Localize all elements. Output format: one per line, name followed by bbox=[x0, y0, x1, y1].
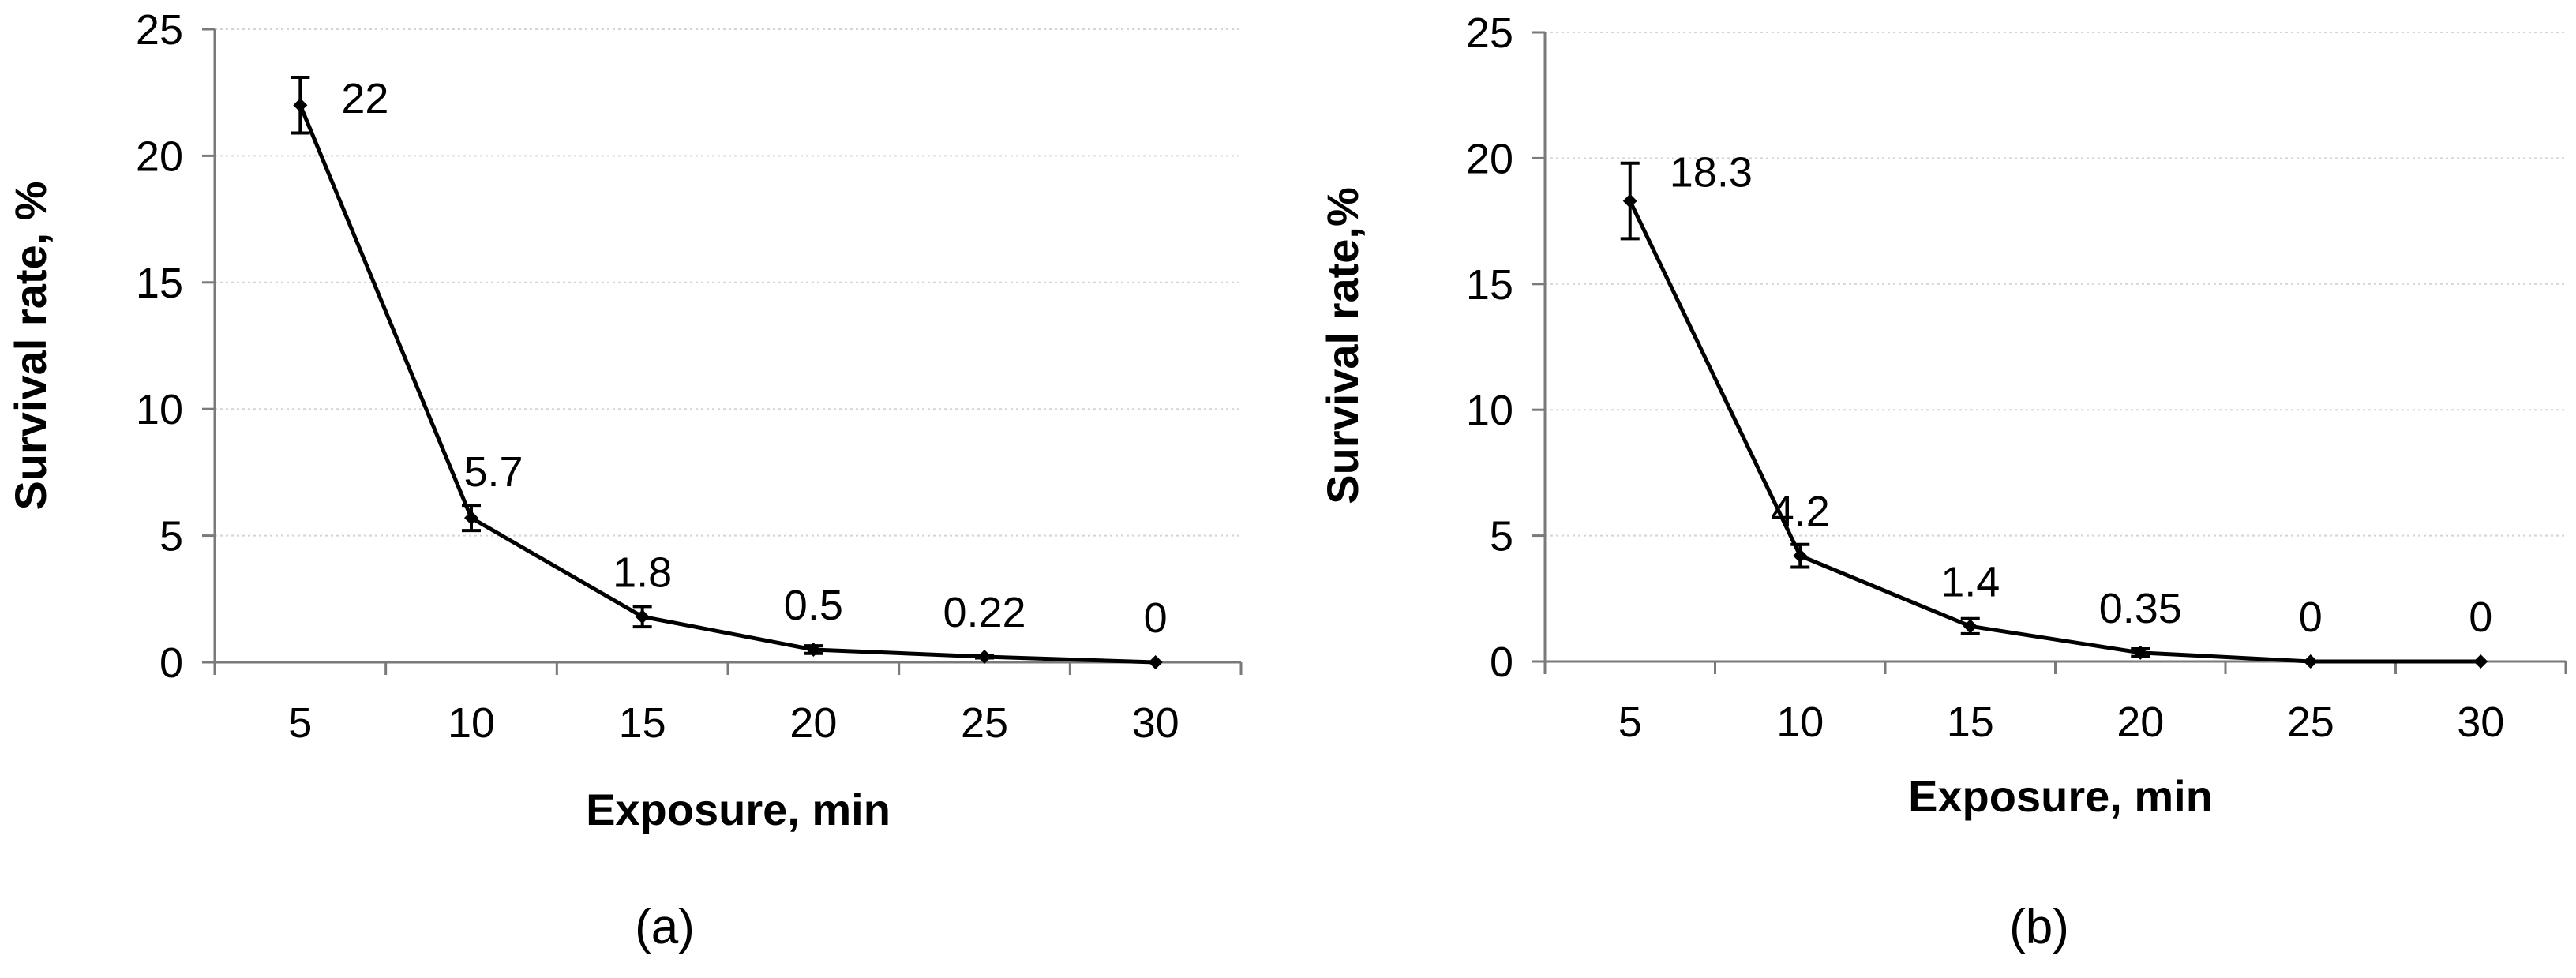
data-label: 0.5 bbox=[784, 582, 843, 629]
data-label: 1.8 bbox=[613, 549, 672, 596]
data-point bbox=[977, 649, 992, 664]
x-tick-label: 30 bbox=[1132, 699, 1179, 747]
x-tick-label: 20 bbox=[2117, 699, 2164, 746]
y-tick-label: 15 bbox=[1466, 261, 1513, 309]
data-label: 22 bbox=[341, 75, 388, 122]
data-point bbox=[1793, 549, 1808, 564]
data-point bbox=[464, 511, 478, 526]
y-tick-label: 5 bbox=[159, 513, 183, 560]
series-line bbox=[1628, 200, 2481, 664]
x-axis-title: Exposure, min bbox=[1908, 771, 2213, 821]
x-tick-label: 10 bbox=[1776, 699, 1824, 746]
y-tick-label: 0 bbox=[159, 639, 183, 687]
data-label: 0 bbox=[1144, 594, 1168, 642]
chart-panel-a: 0 5 10 15 20 25 5 10 15 20 25 30 22 5.7 1.8 0.5 0.22 0 Exp… bbox=[6, 6, 1243, 954]
x-tick-label: 15 bbox=[1947, 699, 1994, 746]
y-axis-title: Survival rate,% bbox=[1318, 187, 1367, 504]
y-tick-label: 20 bbox=[136, 133, 183, 180]
data-point bbox=[2133, 645, 2148, 660]
x-tick-label: 10 bbox=[448, 699, 495, 747]
y-tick-label: 20 bbox=[1466, 135, 1513, 182]
x-tick-label: 30 bbox=[2457, 699, 2504, 746]
data-point bbox=[635, 609, 650, 624]
x-tick-label: 5 bbox=[288, 699, 312, 747]
data-label: 0.22 bbox=[943, 589, 1026, 636]
y-tick-label: 25 bbox=[136, 6, 183, 54]
data-label: 4.2 bbox=[1771, 488, 1830, 535]
y-tick-label: 10 bbox=[136, 386, 183, 433]
y-tick-label: 0 bbox=[1490, 639, 1513, 686]
data-point bbox=[293, 98, 308, 113]
panel-label: (b) bbox=[2009, 900, 2069, 954]
x-tick-label: 25 bbox=[961, 699, 1008, 747]
panel-label: (a) bbox=[635, 900, 695, 954]
data-label: 5.7 bbox=[463, 448, 523, 496]
y-tick-label: 25 bbox=[1466, 9, 1513, 57]
data-point bbox=[2473, 654, 2488, 669]
x-tick-label: 15 bbox=[619, 699, 666, 747]
x-tick-label: 20 bbox=[789, 699, 837, 747]
data-point bbox=[1148, 655, 1163, 669]
x-tick-label: 25 bbox=[2287, 699, 2334, 746]
x-axis-title: Exposure, min bbox=[586, 785, 891, 834]
data-point bbox=[1622, 193, 1637, 208]
y-axis-title: Survival rate, % bbox=[6, 181, 55, 510]
series-line bbox=[298, 104, 1156, 665]
y-tick-label: 10 bbox=[1466, 387, 1513, 434]
data-label: 0 bbox=[2299, 594, 2323, 641]
data-label: 0.35 bbox=[2099, 585, 2182, 632]
data-point bbox=[806, 642, 821, 657]
x-tick-label: 5 bbox=[1618, 699, 1642, 746]
data-label: 1.4 bbox=[1940, 558, 2000, 605]
data-label: 0 bbox=[2469, 594, 2492, 641]
y-tick-label: 5 bbox=[1490, 513, 1513, 560]
data-point bbox=[1963, 619, 1978, 634]
y-tick-label: 15 bbox=[136, 260, 183, 307]
chart-panel-b: 0 5 10 15 20 25 5 10 15 20 25 30 18.3 4.2 1.4 0.35 0 0 Exp… bbox=[1318, 9, 2567, 954]
data-label: 18.3 bbox=[1670, 149, 1753, 197]
data-point bbox=[2303, 654, 2318, 669]
